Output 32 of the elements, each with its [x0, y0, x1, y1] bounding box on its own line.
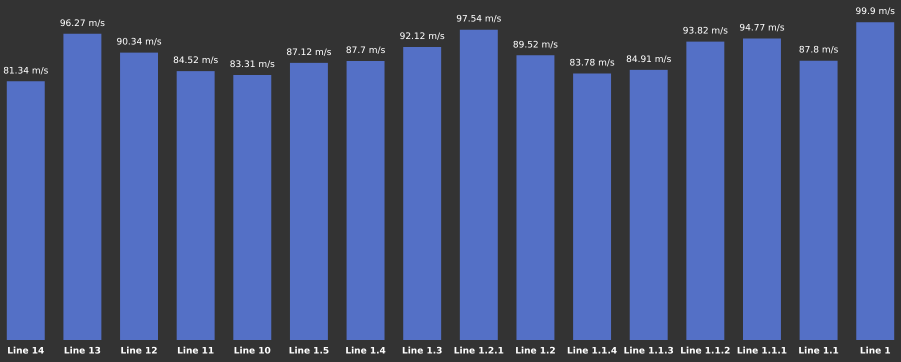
data-label: 84.52 m/s: [173, 56, 219, 66]
data-label: 89.52 m/s: [512, 40, 558, 50]
data-label: 81.34 m/s: [3, 66, 49, 76]
x-tick-label: Line 1.1: [798, 346, 839, 356]
x-tick-label: Line 14: [7, 346, 44, 356]
data-label: 83.31 m/s: [230, 60, 276, 70]
data-label: 87.8 m/s: [798, 46, 839, 56]
x-tick-label: Line 10: [234, 346, 271, 356]
data-label: 97.54 m/s: [456, 14, 502, 25]
data-label: 93.82 m/s: [682, 26, 728, 37]
x-tick-label: Line 1.1.2: [680, 346, 730, 356]
x-tick-label: Line 1.2: [515, 346, 556, 356]
x-tick-label: Line 1.2.1: [454, 346, 504, 356]
x-tick-label: Line 1.1.3: [624, 346, 674, 356]
data-label: 96.27 m/s: [60, 18, 106, 29]
data-label: 92.12 m/s: [400, 32, 446, 42]
x-tick-label: Line 1.1.4: [567, 346, 618, 356]
data-label: 90.34 m/s: [116, 38, 162, 48]
x-tick-label: Line 12: [120, 346, 158, 356]
data-label: 83.78 m/s: [570, 58, 615, 69]
data-label: 99.9 m/s: [856, 7, 896, 18]
x-tick-label: Line 1.5: [288, 346, 330, 356]
data-label: 87.7 m/s: [346, 46, 386, 56]
data-label: 84.91 m/s: [626, 54, 672, 65]
data-label: 94.77 m/s: [739, 24, 785, 34]
x-tick-label: Line 1.3: [402, 346, 442, 356]
x-tick-label: Line 1.1.1: [736, 346, 788, 356]
x-tick-label: Line 1: [860, 346, 891, 356]
data-label: 87.12 m/s: [286, 48, 332, 58]
x-tick-label: Line 13: [64, 346, 101, 356]
x-tick-label: Line 11: [177, 346, 214, 356]
x-tick-label: Line 1.4: [345, 346, 386, 356]
